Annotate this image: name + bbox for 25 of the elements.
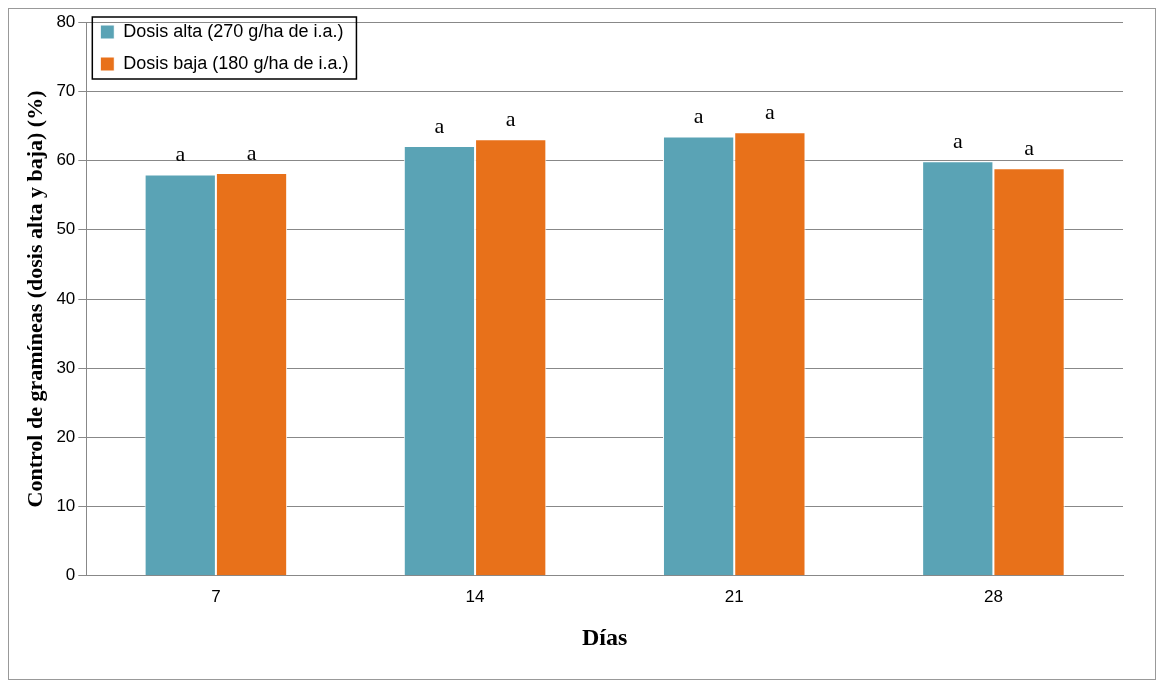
- x-tick-label: 14: [465, 586, 485, 606]
- data-label: a: [1024, 134, 1035, 160]
- x-tick-label: 21: [724, 586, 744, 606]
- y-tick-label: 50: [56, 219, 76, 239]
- y-tick-label: 30: [56, 357, 76, 377]
- y-tick-label: 0: [65, 565, 76, 585]
- data-label: a: [434, 112, 445, 138]
- y-axis-title: Control de gramíneas (dosis alta y baja) (%): [21, 90, 47, 508]
- y-tick-label: 60: [56, 150, 76, 170]
- y-tick-label: 10: [56, 496, 76, 516]
- y-tick-label: 20: [56, 427, 76, 447]
- x-tick-label: 28: [983, 586, 1003, 606]
- x-tick-label: 7: [211, 586, 221, 606]
- legend-label: Dosis alta (270 g/ha de i.a.): [123, 20, 344, 41]
- data-label: a: [175, 141, 186, 167]
- y-tick-label: 80: [56, 11, 76, 31]
- x-axis-title: Días: [581, 623, 628, 650]
- data-label: a: [764, 99, 775, 125]
- data-label: a: [246, 139, 257, 165]
- y-tick-label: 70: [56, 81, 76, 101]
- data-label: a: [952, 128, 963, 154]
- data-label: a: [505, 105, 516, 131]
- y-tick-label: 40: [56, 288, 76, 308]
- data-label: a: [693, 103, 704, 129]
- legend-label: Dosis baja (180 g/ha de i.a.): [123, 52, 349, 73]
